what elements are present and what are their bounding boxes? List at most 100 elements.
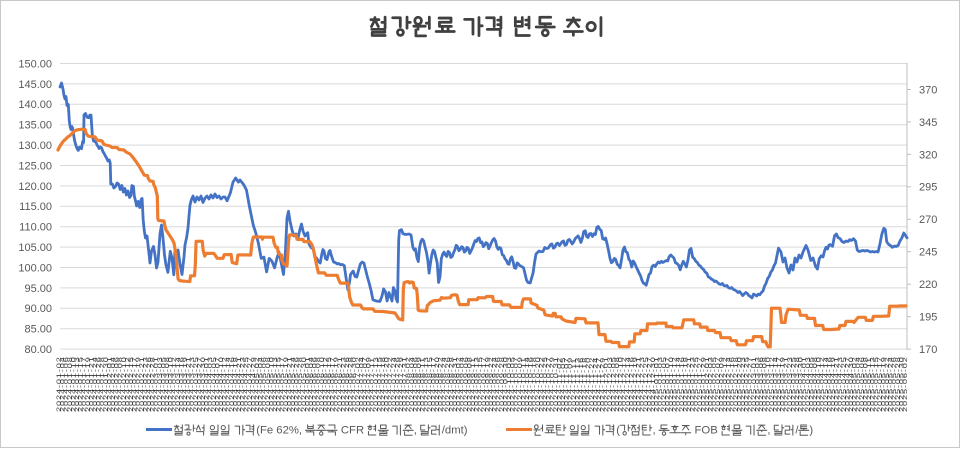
svg-text:2025-04-08: 2025-04-08: [812, 356, 819, 412]
svg-text:2025-03-17: 2025-03-17: [776, 356, 783, 412]
svg-text:2024-07-04: 2024-07-04: [358, 356, 365, 412]
svg-text:2024-04-01: 2024-04-01: [203, 356, 210, 412]
svg-text:2025-04-16: 2025-04-16: [826, 356, 833, 412]
svg-text:2024-12-05: 2024-12-05: [610, 356, 617, 412]
svg-text:100.00: 100.00: [18, 262, 52, 274]
svg-text:2024-08-28: 2024-08-28: [448, 356, 455, 412]
svg-text:2024-03-10: 2024-03-10: [167, 356, 174, 412]
svg-text:2025-02-23: 2025-02-23: [740, 356, 747, 412]
svg-text:80.00: 80.00: [24, 344, 52, 356]
svg-text:2024-02-04: 2024-02-04: [110, 356, 117, 412]
svg-text:2024-01-26: 2024-01-26: [95, 356, 102, 412]
svg-text:2025-04-27: 2025-04-27: [844, 356, 851, 412]
svg-text:2025-02-27: 2025-02-27: [747, 356, 754, 412]
svg-text:295: 295: [919, 182, 937, 194]
svg-text:2025-02-20: 2025-02-20: [736, 356, 743, 412]
svg-text:2025-03-21: 2025-03-21: [783, 356, 790, 412]
svg-text:2024-08-04: 2024-08-04: [408, 356, 415, 412]
svg-text:2025-03-10: 2025-03-10: [765, 356, 772, 412]
svg-text:2025-03-08: 2025-03-08: [761, 356, 768, 412]
svg-text:2024-01-30: 2024-01-30: [102, 356, 109, 412]
svg-text:2025-03-01: 2025-03-01: [750, 356, 757, 412]
svg-text:2025-02-25: 2025-02-25: [743, 356, 750, 412]
svg-text:2024-06-15: 2024-06-15: [326, 356, 333, 412]
svg-text:2024-01-06: 2024-01-06: [63, 356, 70, 412]
svg-text:2025-05-28: 2025-05-28: [894, 356, 901, 412]
svg-text:2024-11-11: 2024-11-11: [570, 358, 577, 412]
svg-text:2024-03-27: 2024-03-27: [196, 356, 203, 412]
svg-text:2024-07-18: 2024-07-18: [380, 356, 387, 412]
svg-text:2024-01-24: 2024-01-24: [92, 356, 99, 412]
svg-text:2025-05-08: 2025-05-08: [862, 356, 869, 412]
svg-text:2024-07-13: 2024-07-13: [372, 356, 379, 412]
svg-text:2024-12-01: 2024-12-01: [603, 356, 610, 412]
svg-text:2024-02-06: 2024-02-06: [113, 356, 120, 412]
svg-text:2025-05-02: 2025-05-02: [851, 356, 858, 412]
svg-text:2024-07-24: 2024-07-24: [390, 356, 397, 412]
svg-text:2024-04-10: 2024-04-10: [218, 356, 225, 412]
svg-text:2025-05-26: 2025-05-26: [891, 356, 898, 412]
svg-text:2024-01-04: 2024-01-04: [59, 356, 66, 412]
svg-text:115.00: 115.00: [19, 201, 52, 213]
svg-text:2024-02-01: 2024-02-01: [106, 356, 113, 412]
svg-text:2025-03-03: 2025-03-03: [754, 356, 761, 412]
svg-text:2024-05-21: 2024-05-21: [286, 356, 293, 412]
svg-text:2025-02-01: 2025-02-01: [704, 356, 711, 412]
svg-text:2024-09-15: 2024-09-15: [477, 356, 484, 412]
svg-text:2024-10-20: 2024-10-20: [534, 356, 541, 412]
svg-text:2025-01-01: 2025-01-01: [653, 356, 660, 412]
svg-text:2024-01-15: 2024-01-15: [77, 356, 84, 412]
svg-text:145.00: 145.00: [18, 79, 52, 91]
svg-text:2024-12-14: 2024-12-14: [624, 356, 631, 412]
svg-text:2025-04-25: 2025-04-25: [840, 356, 847, 412]
svg-text:2024-03-23: 2024-03-23: [189, 356, 196, 412]
svg-text:2025-05-13: 2025-05-13: [869, 356, 876, 412]
svg-text:2025-01-27: 2025-01-27: [696, 356, 703, 412]
svg-text:2024-08-24: 2024-08-24: [441, 356, 448, 412]
svg-text:120.00: 120.00: [18, 181, 52, 193]
svg-text:2024-11-29: 2024-11-29: [599, 357, 606, 412]
svg-text:2024-04-14: 2024-04-14: [225, 356, 232, 412]
svg-text:2024-03-16: 2024-03-16: [178, 356, 185, 412]
svg-text:2024-11-05: 2024-11-05: [560, 357, 567, 412]
svg-text:,: ,: [653, 425, 656, 437]
svg-text:2024-11-09: 2024-11-09: [567, 357, 574, 412]
svg-text:2024-02-12: 2024-02-12: [124, 356, 131, 412]
svg-text:140.00: 140.00: [18, 99, 52, 111]
svg-text:2025-04-12: 2025-04-12: [819, 356, 826, 412]
svg-text:2025-01-14: 2025-01-14: [675, 356, 682, 412]
svg-text:2024-07-31: 2024-07-31: [401, 356, 408, 412]
svg-text:2025-02-07: 2025-02-07: [714, 356, 721, 412]
svg-text:2025-04-23: 2025-04-23: [837, 356, 844, 412]
svg-text:2025-05-11: 2025-05-11: [866, 357, 873, 412]
svg-text:/: /: [795, 425, 799, 437]
svg-text:2024-09-06: 2024-09-06: [462, 356, 469, 412]
svg-text:2025-04-05: 2025-04-05: [808, 356, 815, 412]
svg-text:2025-01-05: 2025-01-05: [660, 356, 667, 412]
svg-text:2024-08-09: 2024-08-09: [416, 356, 423, 412]
svg-text:345: 345: [919, 117, 937, 129]
svg-text:2024-03-25: 2024-03-25: [192, 356, 199, 412]
svg-text:2024-08-06: 2024-08-06: [412, 356, 419, 412]
svg-text:2025-05-15: 2025-05-15: [873, 356, 880, 412]
svg-text:2024-03-14: 2024-03-14: [174, 356, 181, 412]
svg-text:2024-12-03: 2024-12-03: [606, 356, 613, 412]
svg-text:2025-03-23: 2025-03-23: [786, 356, 793, 412]
svg-text:2024-07-26: 2024-07-26: [394, 356, 401, 412]
svg-text:,: ,: [414, 425, 417, 437]
svg-text:2024-06-23: 2024-06-23: [340, 356, 347, 412]
svg-text:2024-11-07: 2024-11-07: [563, 357, 570, 412]
svg-text:2024-05-10: 2024-05-10: [268, 356, 275, 412]
svg-text:2024-03-19: 2024-03-19: [182, 356, 189, 412]
svg-text:2024-07-11: 2024-07-11: [369, 357, 376, 412]
svg-text:110.00: 110.00: [19, 222, 52, 234]
svg-text:2024-05-30: 2024-05-30: [300, 356, 307, 412]
svg-text:320: 320: [919, 149, 937, 161]
svg-text:2024-05-17: 2024-05-17: [279, 356, 286, 412]
svg-text:2024-04-21: 2024-04-21: [236, 356, 243, 412]
svg-text:2024-11-20: 2024-11-20: [585, 357, 592, 412]
svg-text:2024-08-11: 2024-08-11: [419, 357, 426, 412]
svg-text:2024-05-02: 2024-05-02: [254, 356, 261, 412]
svg-text:2025-03-25: 2025-03-25: [790, 356, 797, 412]
svg-text:2025-01-16: 2025-01-16: [678, 356, 685, 412]
